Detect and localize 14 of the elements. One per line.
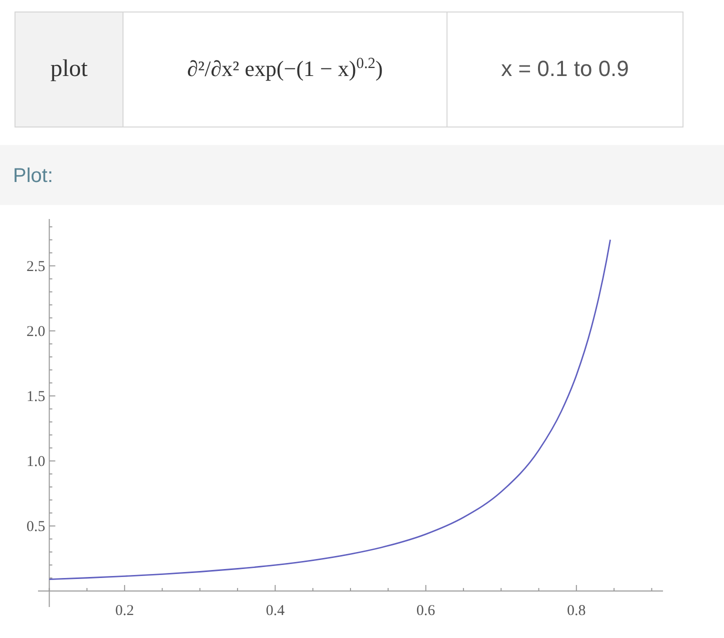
- y-tick-label: 1.5: [26, 388, 46, 405]
- y-tick-label: 2.0: [26, 324, 46, 340]
- y-tick-label: 2.5: [26, 258, 46, 275]
- text: plot: [50, 56, 88, 82]
- chart-title: Plot:: [13, 165, 54, 187]
- text: ∂²/∂x² exp(−(1 − x)$^{0.2}$): [187, 54, 383, 81]
- x-tick-label: 0.8: [567, 603, 586, 619]
- x-tick-label: 0.6: [416, 603, 436, 619]
- line-series: [48, 239, 611, 580]
- y-tick-label: 0.5: [26, 518, 46, 535]
- y-tick-label: 1.0: [26, 454, 46, 470]
- text: x = 0.1 to 0.9: [501, 56, 629, 81]
- x-tick-label: 0.4: [266, 603, 286, 619]
- x-tick-label: 0.2: [115, 603, 134, 619]
